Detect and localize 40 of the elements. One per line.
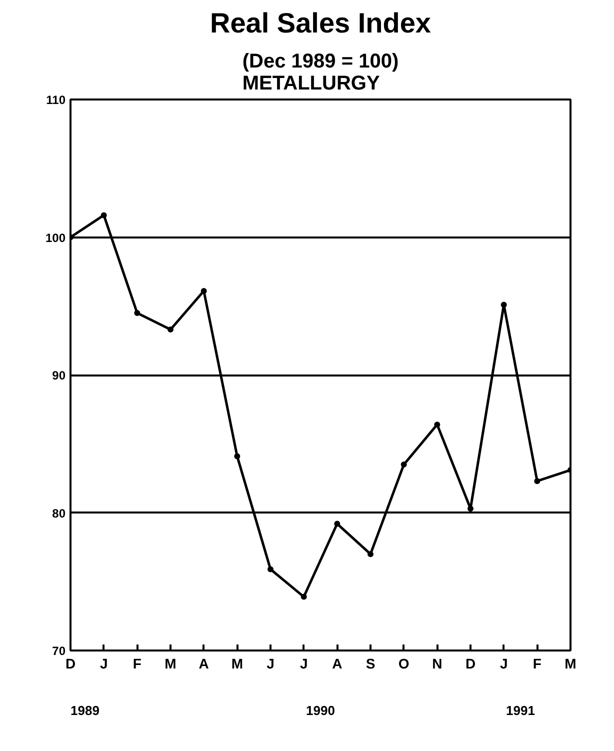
x-tick-label: O: [398, 656, 410, 672]
point: [334, 520, 340, 527]
x-tick-label: N: [432, 656, 442, 672]
y-tick-label: 110: [46, 93, 66, 107]
text: 1990: [306, 703, 335, 718]
y-tick-label: 100: [45, 230, 66, 245]
point: [500, 302, 507, 308]
x-tick-label: D: [465, 656, 476, 672]
x-tick-label: S: [366, 656, 376, 672]
point: [268, 566, 274, 572]
point: [468, 506, 474, 512]
x-tick-label: M: [231, 656, 244, 672]
x-tick-label: A: [198, 656, 209, 672]
x-tick-label: F: [132, 656, 142, 672]
point: [400, 462, 407, 468]
x-tick-label: M: [564, 656, 576, 672]
y-tick-label: 90: [52, 368, 66, 382]
text: 1991: [506, 703, 535, 718]
x-tick-label: J: [300, 656, 308, 672]
point: [134, 310, 140, 316]
point: [200, 288, 207, 294]
x-tick-label: M: [164, 656, 176, 672]
x-tick-label: F: [532, 656, 542, 672]
x-tick-label: D: [65, 656, 76, 672]
y-tick-label: 80: [52, 506, 66, 520]
chart-subtitle: (Dec 1989 = 100) METALLURGY: [242, 50, 399, 94]
point: [534, 478, 540, 484]
y-tick-label: 70: [52, 644, 66, 658]
x-tick-label: J: [500, 656, 508, 672]
chart-title: Real Sales Index: [210, 8, 432, 38]
point: [368, 551, 374, 558]
point: [168, 326, 174, 333]
point: [100, 212, 107, 218]
point: [434, 422, 440, 428]
x-tick-label: J: [266, 656, 274, 672]
x-tick-label: J: [100, 656, 108, 672]
x-tick-label: A: [332, 656, 342, 672]
point: [234, 453, 240, 460]
point: [300, 594, 307, 600]
text: 1989: [70, 703, 100, 718]
